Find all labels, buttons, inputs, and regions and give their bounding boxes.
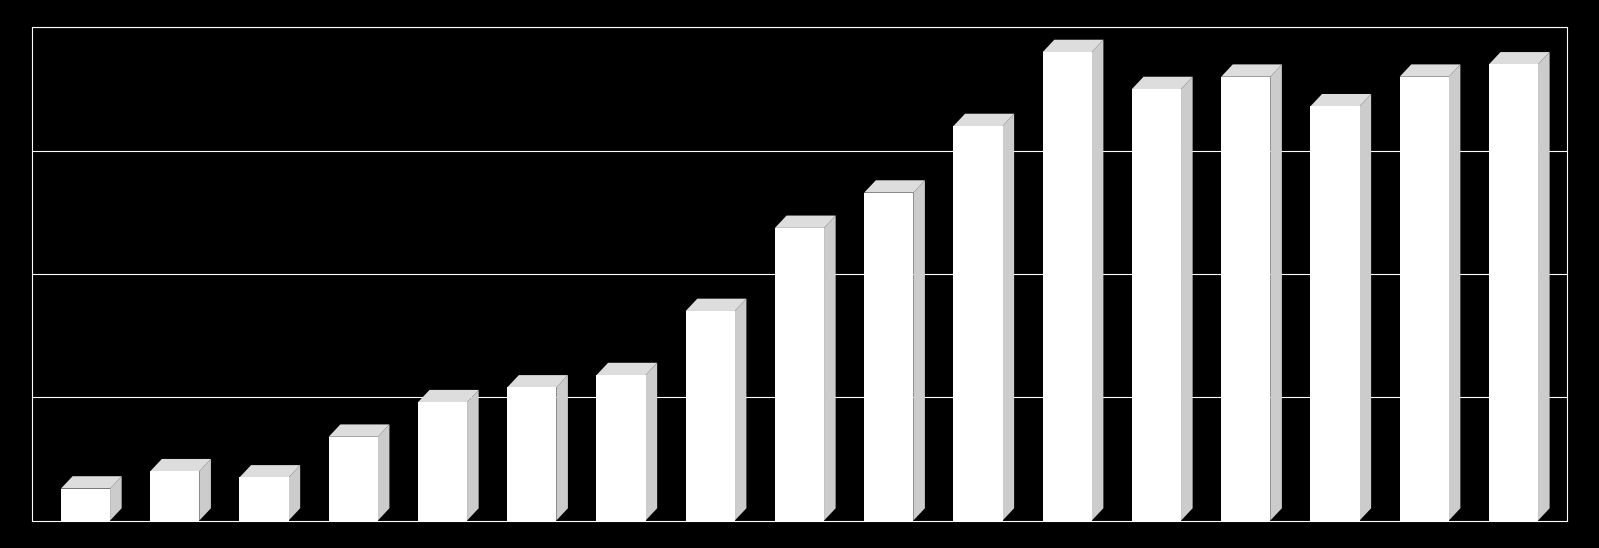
Polygon shape — [1270, 65, 1282, 521]
Bar — [1399, 77, 1449, 521]
Polygon shape — [1449, 65, 1460, 521]
Polygon shape — [1003, 114, 1014, 521]
Polygon shape — [200, 459, 211, 521]
Bar — [686, 311, 736, 521]
Polygon shape — [646, 363, 657, 521]
Bar — [1222, 77, 1270, 521]
Polygon shape — [288, 465, 301, 521]
Bar — [61, 489, 110, 521]
Bar — [1311, 106, 1359, 521]
Polygon shape — [61, 476, 122, 489]
Bar — [329, 437, 377, 521]
Polygon shape — [110, 476, 122, 521]
Polygon shape — [686, 299, 747, 311]
Polygon shape — [1311, 94, 1370, 106]
Polygon shape — [1538, 52, 1549, 521]
Bar — [507, 387, 556, 521]
Polygon shape — [1092, 40, 1103, 521]
Polygon shape — [1043, 40, 1103, 52]
Polygon shape — [823, 215, 836, 521]
Bar — [863, 192, 913, 521]
Bar — [1043, 52, 1092, 521]
Polygon shape — [1222, 65, 1282, 77]
Polygon shape — [736, 299, 747, 521]
Polygon shape — [1489, 52, 1549, 65]
Bar — [417, 402, 467, 521]
Polygon shape — [953, 114, 1014, 126]
Polygon shape — [863, 180, 924, 192]
Polygon shape — [913, 180, 924, 521]
Polygon shape — [1399, 65, 1460, 77]
Polygon shape — [596, 363, 657, 375]
Polygon shape — [1132, 77, 1193, 89]
Polygon shape — [507, 375, 568, 387]
Bar — [150, 471, 200, 521]
Polygon shape — [556, 375, 568, 521]
Polygon shape — [1182, 77, 1193, 521]
Polygon shape — [417, 390, 478, 402]
Polygon shape — [467, 390, 478, 521]
Polygon shape — [377, 424, 390, 521]
Bar — [596, 375, 646, 521]
Bar — [776, 228, 823, 521]
Bar — [953, 126, 1003, 521]
Polygon shape — [1359, 94, 1370, 521]
Polygon shape — [329, 424, 390, 437]
Polygon shape — [776, 215, 836, 228]
Bar — [1489, 65, 1538, 521]
Bar — [240, 477, 288, 521]
Bar — [1132, 89, 1182, 521]
Polygon shape — [150, 459, 211, 471]
Polygon shape — [240, 465, 301, 477]
